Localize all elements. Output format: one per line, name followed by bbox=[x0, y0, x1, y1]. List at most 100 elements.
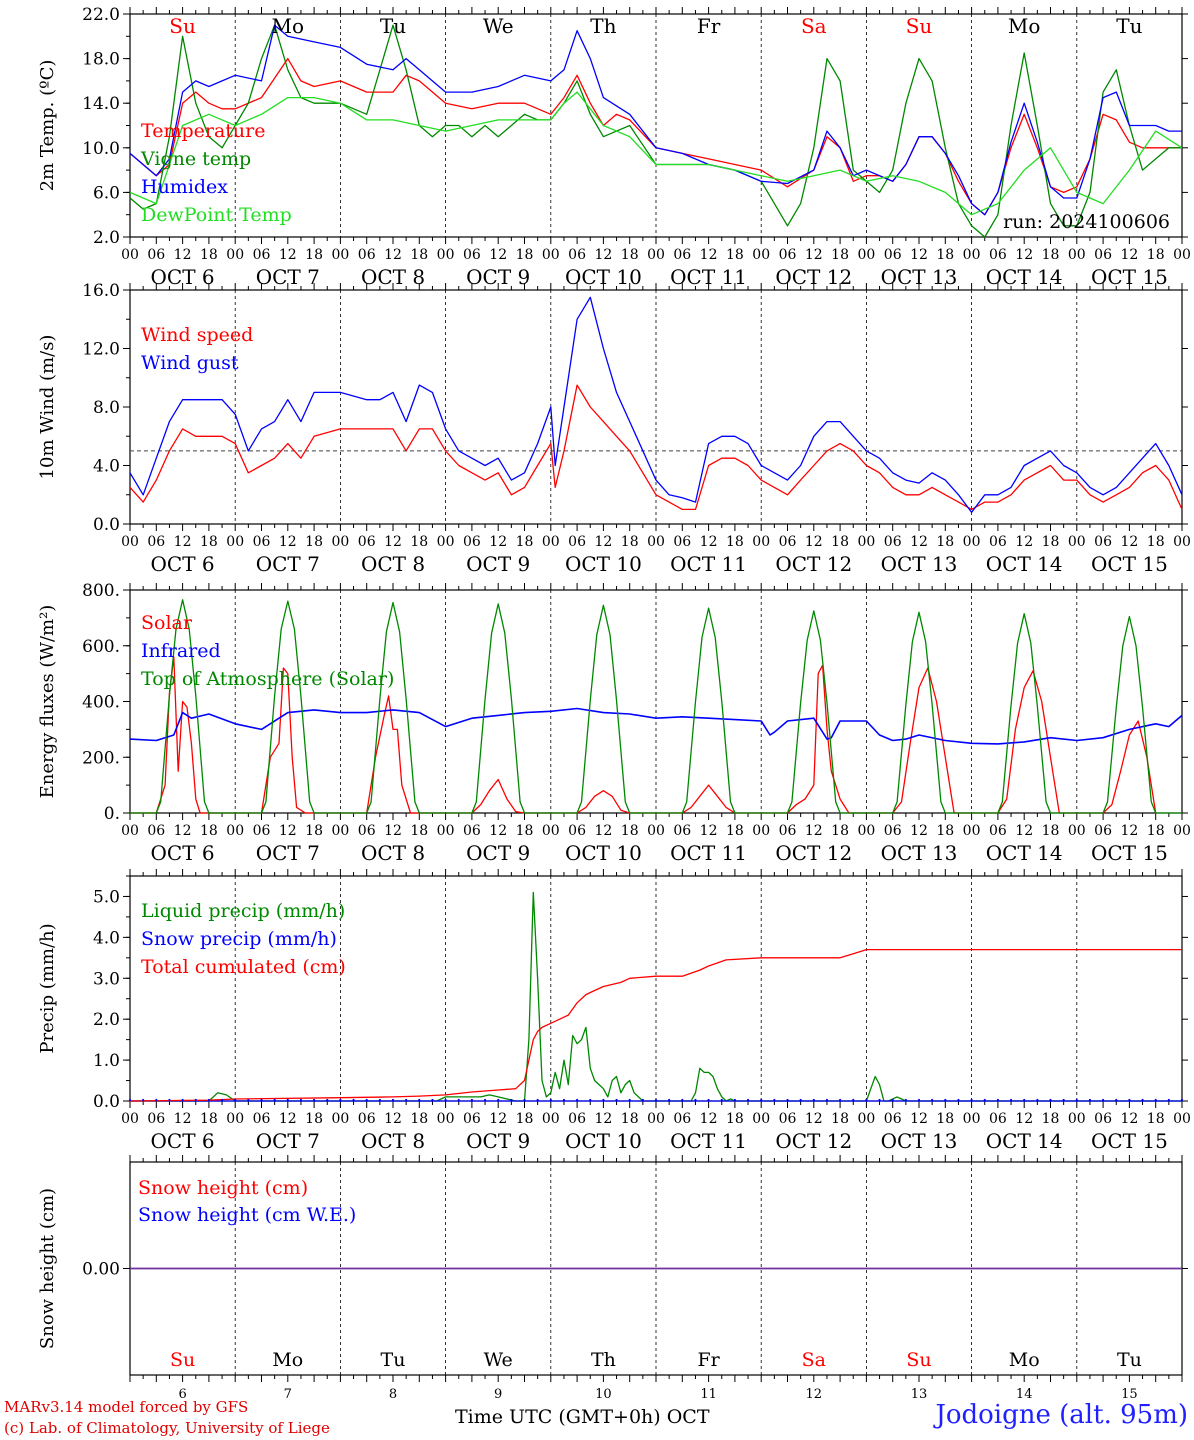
date-label: OCT 7 bbox=[256, 1129, 320, 1153]
panel-energy bbox=[123, 583, 1188, 820]
hour-tick-label: 18 bbox=[1147, 823, 1165, 839]
date-label: OCT 10 bbox=[565, 841, 642, 865]
date-label: OCT 14 bbox=[986, 841, 1063, 865]
snow-precip-point bbox=[839, 1098, 842, 1102]
hour-tick-label: 00 bbox=[963, 534, 981, 550]
hour-tick-label: 06 bbox=[1094, 534, 1112, 550]
day-number-label: 11 bbox=[700, 1387, 717, 1402]
snow-precip-point bbox=[641, 1098, 644, 1102]
hour-tick-label: 06 bbox=[253, 823, 271, 839]
hour-tick-label: 06 bbox=[989, 1111, 1007, 1127]
hour-tick-label: 18 bbox=[516, 1111, 534, 1127]
snow-precip-point bbox=[483, 1098, 487, 1102]
hour-tick-label: 12 bbox=[174, 534, 192, 550]
snow-precip-point bbox=[1115, 1098, 1118, 1102]
snow-precip-point bbox=[220, 1098, 224, 1102]
snow-precip-point bbox=[681, 1098, 684, 1102]
day-number-label: 15 bbox=[1121, 1387, 1138, 1402]
y-tick-label: 0. bbox=[104, 804, 120, 824]
hour-tick-label: 18 bbox=[831, 823, 849, 839]
snow-precip-point bbox=[510, 1098, 513, 1102]
hour-tick-label: 18 bbox=[831, 1111, 849, 1127]
hour-tick-label: 12 bbox=[174, 823, 192, 839]
hour-tick-label: 18 bbox=[621, 534, 639, 550]
snow-precip-point bbox=[957, 1098, 960, 1102]
hour-tick-label: 00 bbox=[437, 823, 455, 839]
snow-precip-point bbox=[142, 1098, 145, 1102]
y-tick-label: 2.0 bbox=[93, 228, 120, 248]
hour-tick-label: 00 bbox=[437, 534, 455, 550]
date-label: OCT 6 bbox=[151, 1129, 215, 1153]
hour-tick-label: 18 bbox=[410, 823, 428, 839]
snow-precip-point bbox=[878, 1098, 881, 1102]
model-credit: MARv3.14 model forced by GFS bbox=[4, 1398, 249, 1416]
hour-tick-label: 06 bbox=[1094, 247, 1112, 263]
hour-tick-label: 00 bbox=[752, 534, 770, 550]
hour-tick-label: 00 bbox=[752, 247, 770, 263]
legend-entry: Infrared bbox=[141, 640, 221, 662]
hour-tick-label: 18 bbox=[831, 247, 849, 263]
series-line-wind-gust bbox=[129, 296, 1183, 513]
hour-tick-label: 00 bbox=[647, 534, 665, 550]
snow-precip-point bbox=[1023, 1098, 1026, 1102]
hour-tick-label: 06 bbox=[884, 534, 902, 550]
hour-tick-label: 12 bbox=[910, 823, 928, 839]
hour-tick-label: 12 bbox=[805, 1111, 823, 1127]
hour-tick-label: 00 bbox=[1173, 823, 1191, 839]
snow-precip-point bbox=[128, 1098, 132, 1102]
panel-precip bbox=[123, 869, 1188, 1108]
y-tick-label: 3.0 bbox=[93, 969, 120, 989]
date-label: OCT 13 bbox=[881, 1129, 958, 1153]
date-label: OCT 6 bbox=[151, 841, 215, 865]
y-tick-label: 2.0 bbox=[93, 1010, 120, 1030]
snow-precip-point bbox=[694, 1098, 697, 1102]
hour-tick-label: 00 bbox=[542, 247, 560, 263]
snow-precip-point bbox=[194, 1098, 197, 1102]
snow-precip-point bbox=[457, 1098, 460, 1102]
dow-label: Th bbox=[590, 14, 616, 38]
snow-precip-point bbox=[1049, 1098, 1052, 1102]
date-label: OCT 13 bbox=[881, 841, 958, 865]
hour-tick-label: 12 bbox=[594, 823, 612, 839]
hour-tick-label: 18 bbox=[516, 247, 534, 263]
hour-tick-label: 00 bbox=[647, 247, 665, 263]
dow-label: Sa bbox=[801, 14, 827, 38]
date-label: OCT 11 bbox=[670, 841, 747, 865]
snow-precip-point bbox=[273, 1098, 276, 1102]
snow-precip-point bbox=[549, 1098, 552, 1102]
day-number-label: 14 bbox=[1016, 1387, 1033, 1402]
hour-tick-label: 18 bbox=[1042, 247, 1060, 263]
hour-tick-label: 06 bbox=[568, 1111, 586, 1127]
day-number-label: 10 bbox=[595, 1387, 612, 1402]
legend-entry: Top of Atmosphere (Solar) bbox=[141, 668, 394, 690]
hour-tick-label: 06 bbox=[147, 247, 165, 263]
lab-credit: (c) Lab. of Climatology, University of L… bbox=[4, 1419, 330, 1437]
hour-tick-label: 18 bbox=[936, 534, 954, 550]
hour-tick-label: 12 bbox=[594, 247, 612, 263]
snow-precip-point bbox=[286, 1098, 289, 1102]
date-label: OCT 7 bbox=[256, 552, 320, 576]
snow-precip-point bbox=[431, 1098, 434, 1102]
snow-precip-point bbox=[313, 1098, 316, 1102]
y-axis-title: 10m Wind (m/s) bbox=[37, 335, 58, 480]
hour-tick-label: 12 bbox=[384, 1111, 402, 1127]
hour-tick-label: 12 bbox=[1015, 534, 1033, 550]
snow-precip-point bbox=[405, 1098, 408, 1102]
hour-tick-label: 12 bbox=[279, 1111, 297, 1127]
snow-precip-point bbox=[418, 1098, 421, 1102]
snow-precip-point bbox=[523, 1098, 526, 1102]
hour-tick-label: 18 bbox=[305, 534, 323, 550]
snow-precip-point bbox=[1036, 1098, 1039, 1102]
hour-tick-label: 00 bbox=[226, 247, 244, 263]
hour-tick-label: 06 bbox=[884, 1111, 902, 1127]
hour-tick-label: 18 bbox=[1042, 534, 1060, 550]
snow-precip-point bbox=[944, 1098, 947, 1102]
y-axis-title: Precip (mm/h) bbox=[37, 923, 58, 1053]
hour-tick-label: 06 bbox=[673, 247, 691, 263]
hour-tick-label: 12 bbox=[279, 823, 297, 839]
snow-precip-point bbox=[1167, 1098, 1170, 1102]
y-tick-label: 12.0 bbox=[82, 340, 120, 360]
series-line-total-cumulated-cm- bbox=[129, 948, 1182, 1102]
snow-precip-point bbox=[1102, 1098, 1105, 1102]
